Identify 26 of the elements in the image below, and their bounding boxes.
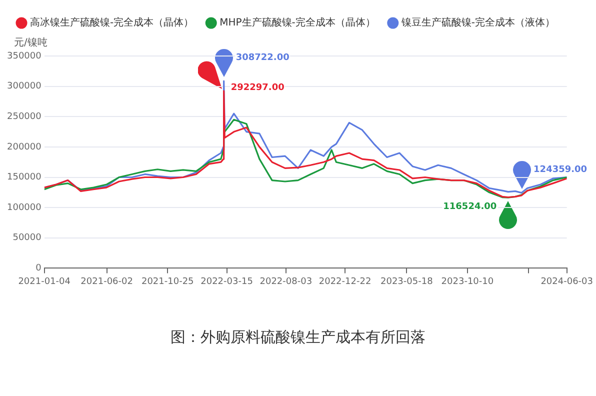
y-tick-label: 300000 (6, 82, 42, 92)
y-tick-label: 0 (36, 264, 42, 274)
x-tick-label: 2021-01-04 (18, 276, 71, 287)
x-tick-label: 2021-06-02 (80, 276, 133, 287)
x-tick-label: 2021-10-25 (141, 276, 194, 287)
x-tick-label: 2022-03-15 (200, 276, 253, 287)
x-tick-label: 2023-10-10 (441, 276, 494, 287)
y-tick-label: 350000 (6, 51, 42, 62)
text: 图：外购原料硫酸镍生产成本有所回落 (170, 328, 426, 347)
legend-label: 镍豆生产硫酸镍-完全成本（液体） (400, 16, 556, 29)
y-tick-label: 150000 (6, 172, 42, 183)
y-tick-label: 100000 (6, 202, 42, 213)
legend-label: MHP生产硫酸镍-完全成本（晶体） (220, 16, 376, 29)
annotation: 308722.00 (234, 53, 290, 64)
y-axis-title: 元/镍吨 (14, 36, 48, 49)
legend-label: 高冰镍生产硫酸镍-完全成本（晶体） (30, 16, 194, 29)
annotation: 116524.00 (442, 202, 498, 213)
y-tick-label: 50000 (12, 233, 42, 244)
annotation: 124359.00 (532, 164, 588, 176)
x-tick-label: 2023-05-18 (380, 276, 434, 287)
annotation: 292297.00 (230, 82, 286, 94)
y-tick-label: 250000 (6, 112, 42, 122)
x-tick-label: 2022-08-03 (260, 276, 312, 287)
x-tick-label: 2022-12-22 (318, 276, 372, 287)
x-tick-label: 2024-06-03 (540, 276, 594, 287)
y-tick-label: 200000 (6, 142, 42, 152)
